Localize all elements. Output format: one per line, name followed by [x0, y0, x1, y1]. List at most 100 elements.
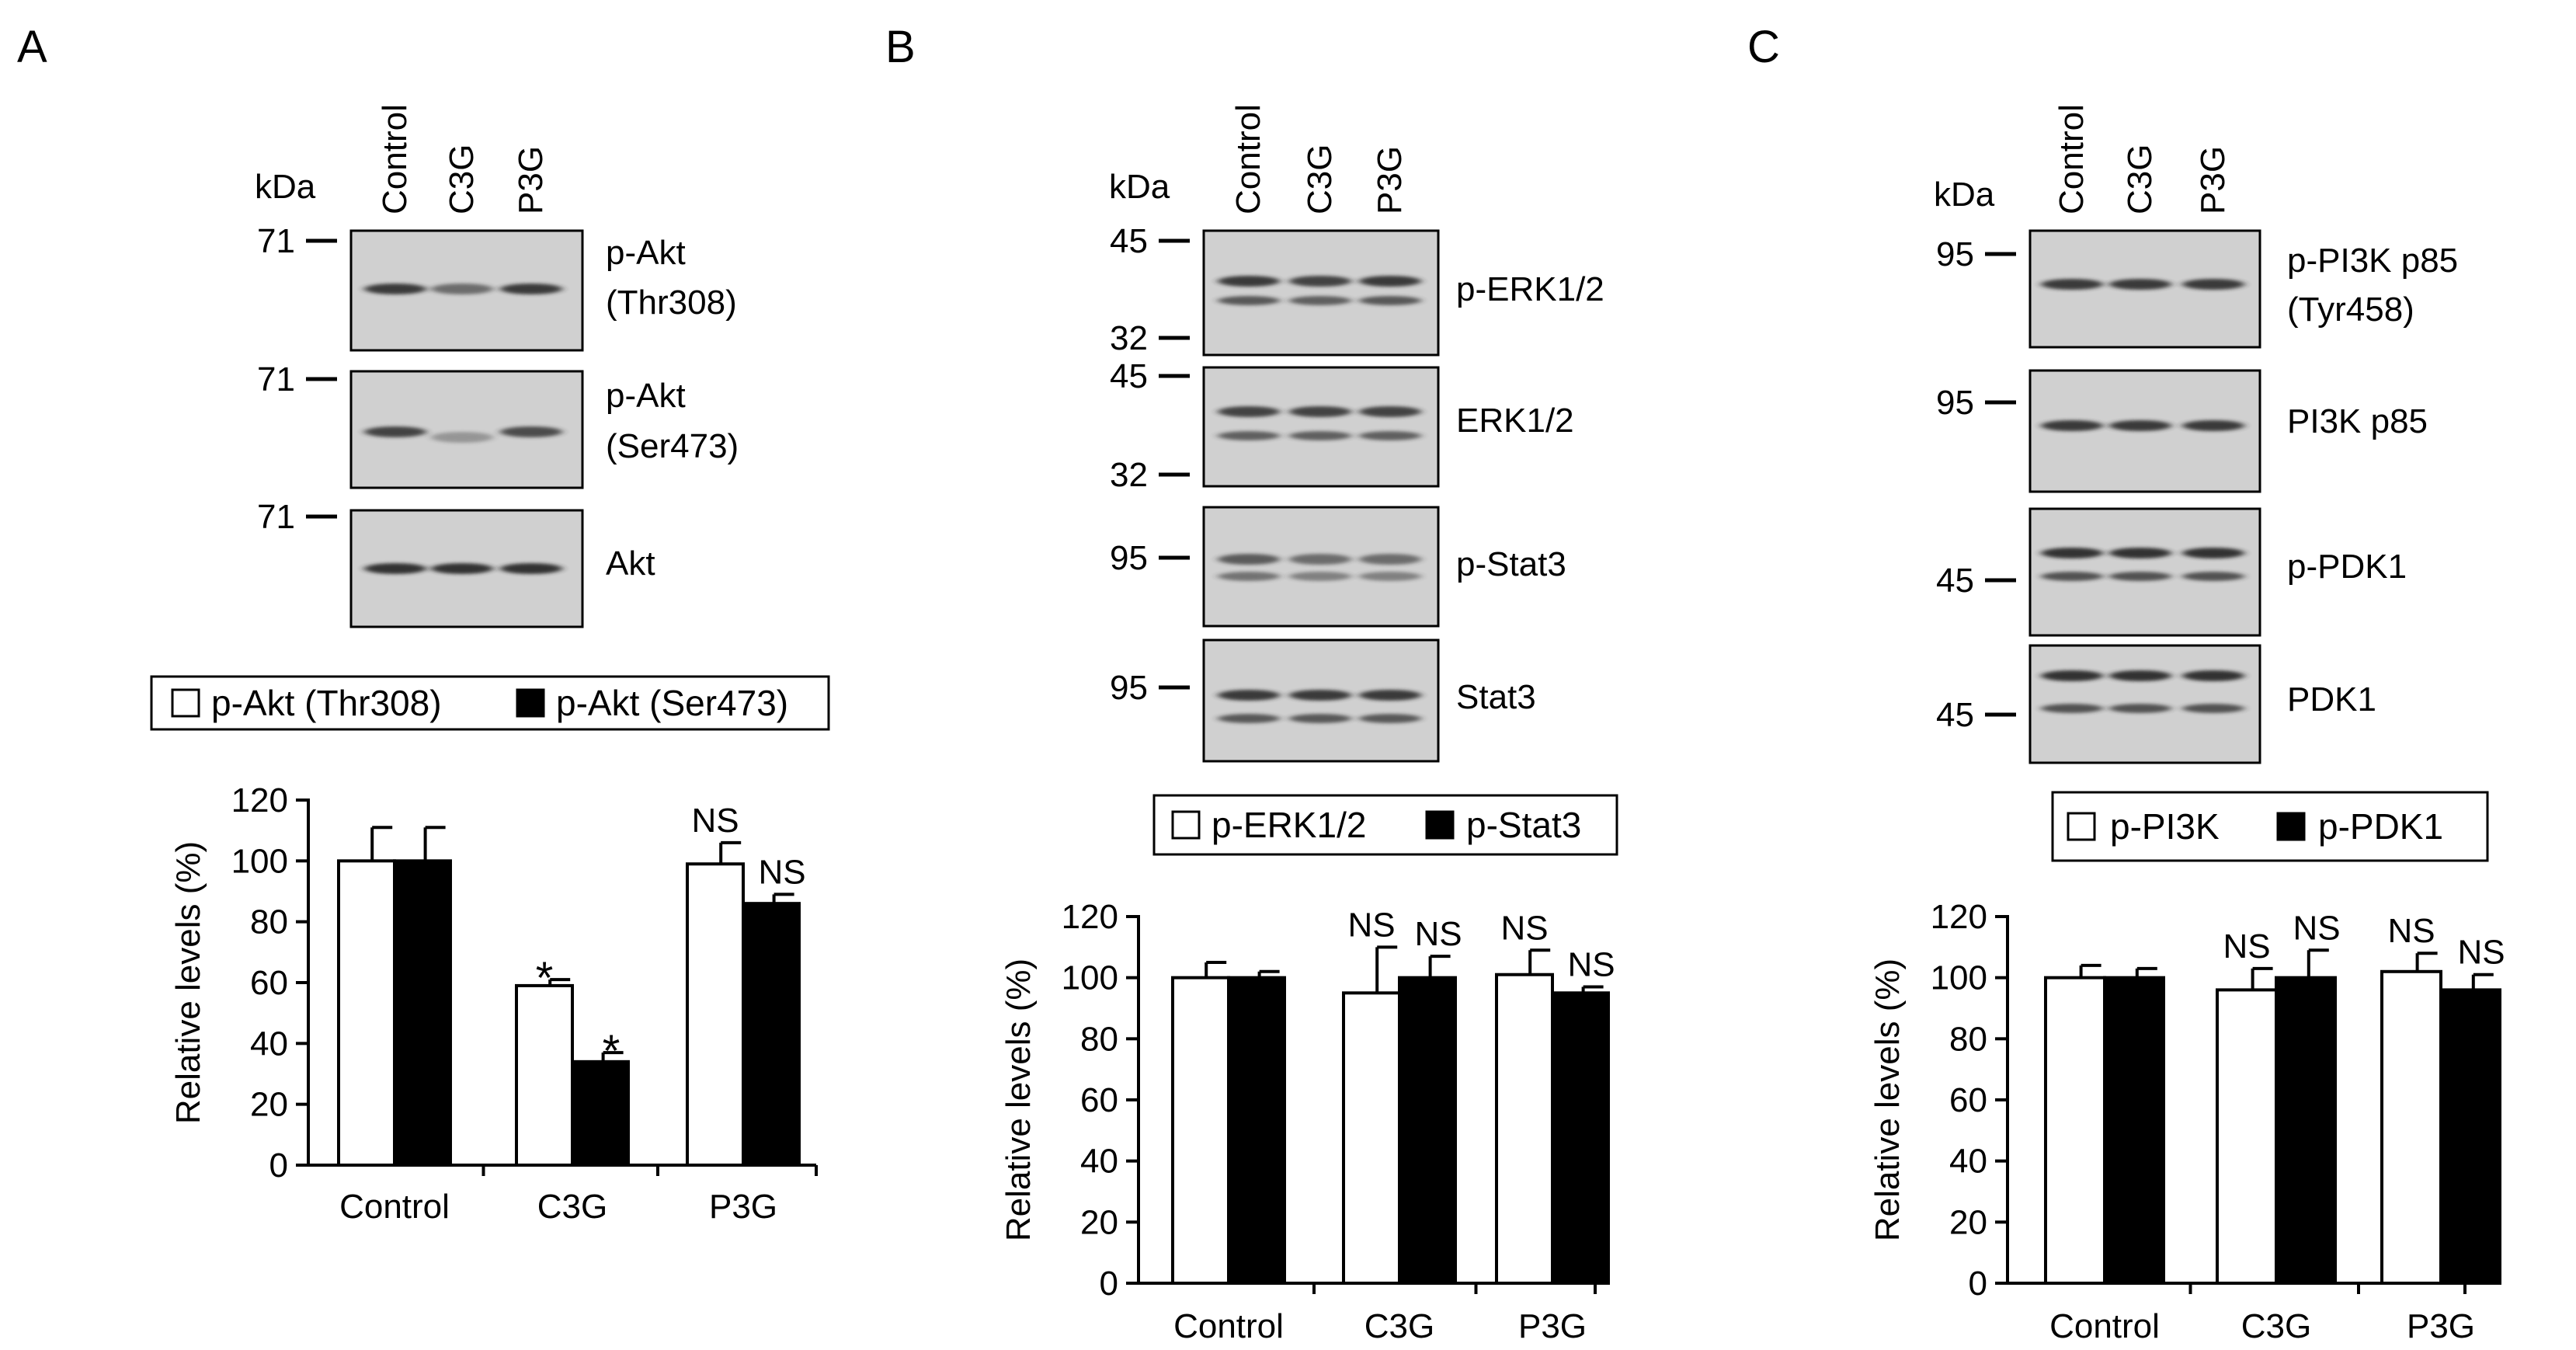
blot-band — [1218, 431, 1280, 440]
blot-band — [1359, 431, 1421, 440]
blot-label: p-Akt — [606, 234, 686, 272]
kda-marker: 95 — [1936, 384, 1974, 422]
blot-label: Stat3 — [1456, 678, 1536, 716]
legend-swatch-open — [2067, 812, 2096, 841]
blot-band — [2041, 704, 2103, 713]
blot-band — [2182, 572, 2244, 581]
lane-label: C3G — [443, 144, 481, 214]
bar-open — [2216, 988, 2278, 1286]
blot-strip: 45 32 ERK1/2 — [1110, 357, 1574, 494]
blot-band — [2041, 548, 2103, 558]
bar-filled — [393, 859, 452, 1167]
blot-band — [1218, 554, 1280, 565]
x-tick-label: P3G — [1518, 1307, 1587, 1345]
blot-band — [2182, 704, 2244, 713]
kda-label: kDa — [255, 168, 316, 206]
blot-band — [1289, 690, 1351, 701]
legend-entry: p-ERK1/2 — [1212, 805, 1366, 845]
blot-band — [500, 284, 562, 294]
kda-marker: 95 — [1110, 669, 1148, 707]
bar-filled — [2103, 976, 2165, 1285]
blot-strip: 95 Stat3 — [1110, 638, 1536, 763]
blot-strip: 95 p-PI3K p85 (Tyr458) — [1936, 229, 2458, 349]
ns-label: NS — [2457, 934, 2505, 972]
blot-band — [2182, 420, 2244, 431]
bar-open — [1171, 976, 1230, 1285]
bar-open — [2380, 969, 2442, 1286]
blot-band — [1289, 276, 1351, 287]
y-tick-label: 20 — [250, 1086, 288, 1124]
bar-open — [515, 983, 574, 1167]
kda-marker: 95 — [1110, 539, 1148, 577]
legend-frame — [150, 675, 830, 731]
blot-band — [1289, 296, 1351, 305]
blot-band — [2041, 670, 2103, 681]
blot-band — [2041, 420, 2103, 431]
blot-band — [1359, 296, 1421, 305]
blot-frame — [1202, 229, 1440, 357]
blot-label: PDK1 — [2287, 680, 2376, 718]
y-tick-label: 40 — [1949, 1143, 1987, 1181]
kda-marker: 45 — [1110, 222, 1148, 260]
bar-filled — [2275, 976, 2337, 1285]
x-tick-label: C3G — [537, 1188, 607, 1226]
blot-band — [2109, 572, 2171, 581]
ns-label: NS — [691, 802, 739, 840]
blot-band — [1289, 554, 1351, 565]
panel-letter: B — [885, 22, 916, 72]
y-tick-label: 60 — [1949, 1081, 1987, 1119]
legend: p-PI3K p-PDK1 — [2051, 791, 2489, 862]
legend-entry: p-Stat3 — [1466, 805, 1581, 845]
bar-filled — [571, 1059, 630, 1167]
kda-marker: 71 — [257, 360, 295, 398]
blot-strip: 95 PI3K p85 — [1936, 369, 2428, 493]
legend-frame — [1152, 794, 1618, 856]
kda-marker: 71 — [257, 222, 295, 260]
legend-swatch-filled — [2276, 812, 2306, 841]
bar-filled — [2439, 988, 2501, 1286]
y-tick-label: 0 — [269, 1146, 288, 1185]
blot-label: PI3K p85 — [2287, 402, 2428, 440]
legend-entry: p-PI3K — [2110, 806, 2220, 847]
legend-swatch-filled — [516, 688, 545, 718]
ns-label: NS — [758, 853, 805, 891]
x-tick-label: C3G — [2241, 1307, 2311, 1345]
blot-label: (Tyr458) — [2287, 291, 2414, 329]
blot-band — [1359, 572, 1421, 581]
y-axis-label: Relative levels (%) — [1869, 959, 1907, 1241]
bar-filled — [1227, 976, 1286, 1285]
bar-open — [2044, 976, 2106, 1285]
bar-chart: 0 20 40 60 80 100 120 Relative levels (%) Contro… — [1869, 898, 2505, 1345]
y-tick-label: 100 — [1931, 959, 1987, 997]
blot-frame — [1202, 506, 1440, 628]
y-axis-label: Relative levels (%) — [999, 959, 1038, 1241]
blot-frame — [1202, 366, 1440, 488]
blot-label: Akt — [606, 545, 655, 583]
y-tick-label: 80 — [1080, 1020, 1118, 1058]
kda-marker: 95 — [1936, 235, 1974, 273]
blot-band — [500, 426, 562, 437]
y-tick-label: 120 — [1062, 898, 1118, 936]
blot-band — [1218, 714, 1280, 723]
blot-band — [1289, 714, 1351, 723]
y-tick-label: 80 — [250, 903, 288, 941]
blot-band — [364, 284, 426, 294]
lane-label: C3G — [2121, 144, 2159, 214]
x-tick-label: Control — [1173, 1307, 1284, 1345]
lane-label: Control — [2053, 104, 2091, 214]
blot-label: p-ERK1/2 — [1456, 270, 1604, 308]
kda-marker: 32 — [1110, 456, 1148, 494]
x-tick-label: Control — [339, 1188, 450, 1226]
significance-star: * — [536, 953, 554, 1004]
blot-band — [1359, 276, 1421, 287]
y-tick-label: 20 — [1949, 1203, 1987, 1241]
y-tick-label: 20 — [1080, 1203, 1118, 1241]
legend-swatch-open — [171, 688, 200, 718]
blot-band — [1289, 431, 1351, 440]
blot-band — [2041, 279, 2103, 290]
bar-open — [1495, 972, 1554, 1285]
lane-label: P3G — [512, 146, 550, 214]
blot-band — [2182, 279, 2244, 290]
x-tick-label: Control — [2049, 1307, 2160, 1345]
